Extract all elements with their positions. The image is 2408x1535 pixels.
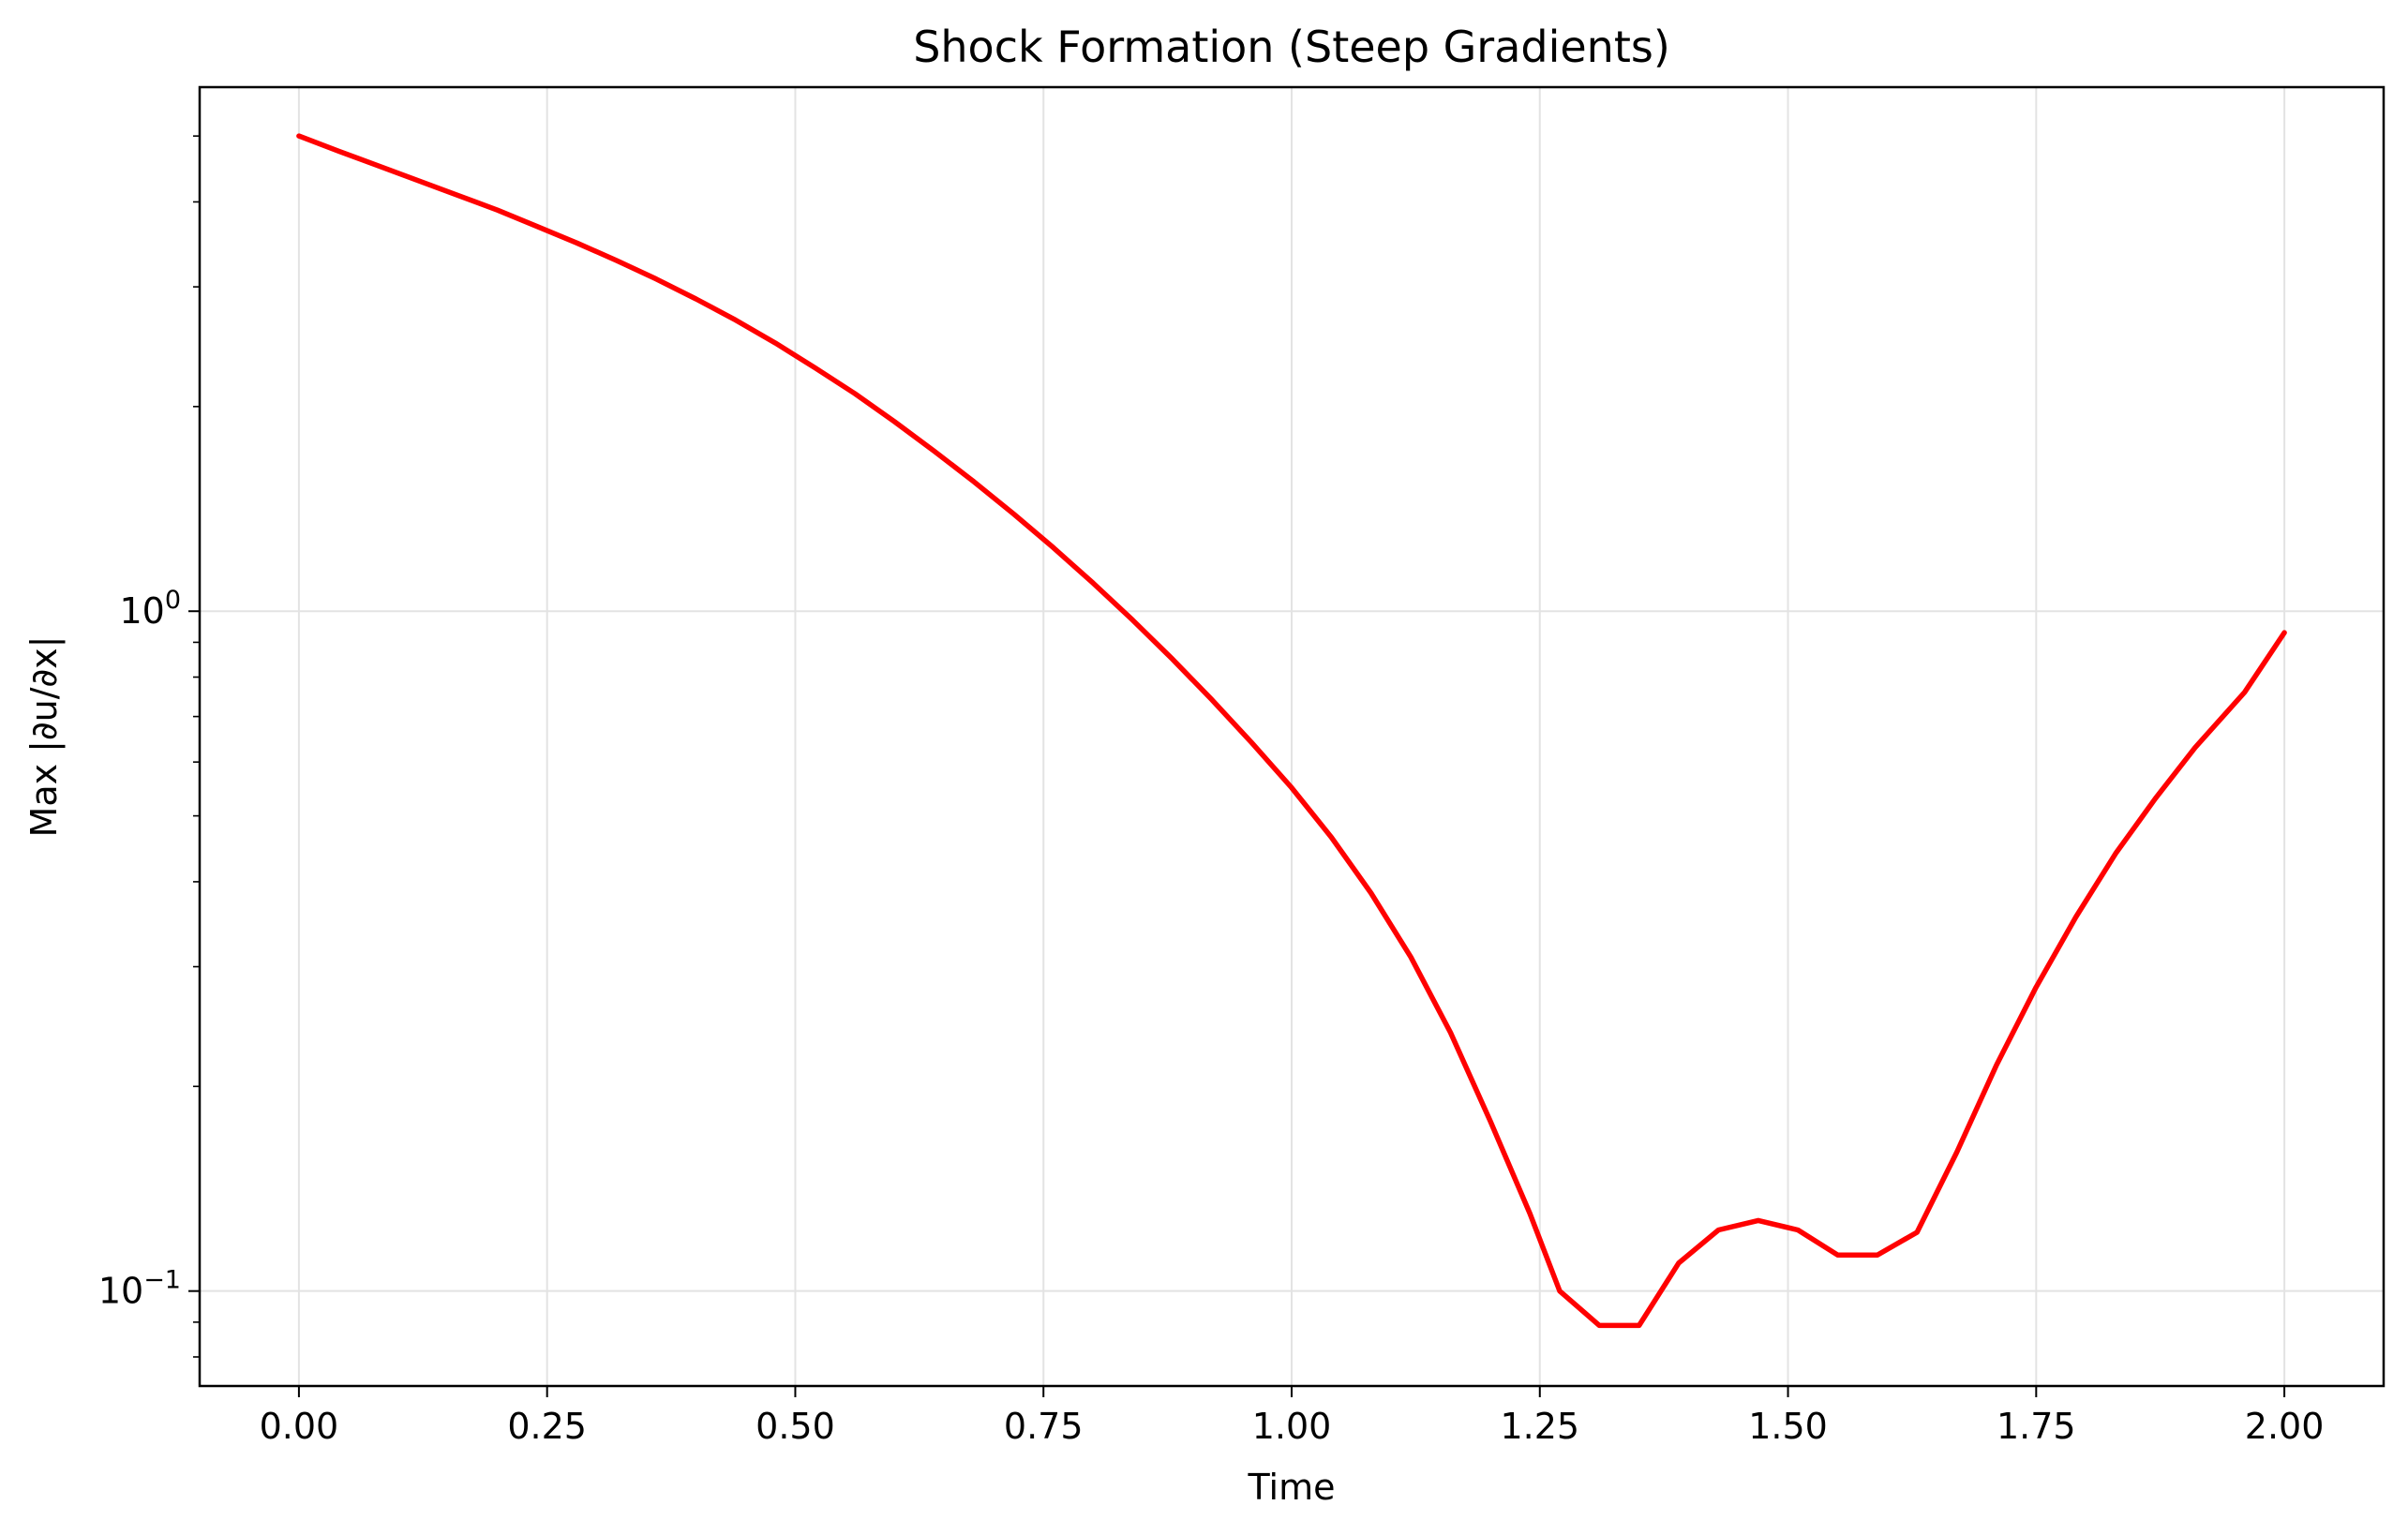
y-axis-label: Max |∂u/∂x| <box>23 636 66 838</box>
x-tick-label: 2.00 <box>2245 1406 2325 1447</box>
x-tick-label: 1.25 <box>1500 1406 1579 1447</box>
y-ticks: 100 10−1 <box>98 135 200 1358</box>
x-tick-label: 0.00 <box>260 1406 339 1447</box>
x-tick-label: 0.25 <box>507 1406 587 1447</box>
grid <box>200 87 2384 1386</box>
x-tick-label: 1.00 <box>1252 1406 1332 1447</box>
x-ticks: 0.00 0.25 0.50 0.75 1.00 1.25 1.50 1.75 2.00 <box>260 1386 2325 1447</box>
x-tick-label: 0.50 <box>755 1406 835 1447</box>
x-tick-label: 0.75 <box>1004 1406 1084 1447</box>
series-layer <box>296 133 2287 1329</box>
y-tick-label: 10−1 <box>98 1266 181 1312</box>
chart-title: Shock Formation (Steep Gradients) <box>913 22 1670 72</box>
y-tick-label: 100 <box>119 586 181 632</box>
series-line <box>296 133 2287 1329</box>
x-tick-label: 1.75 <box>1997 1406 2076 1447</box>
x-tick-label: 1.50 <box>1748 1406 1828 1447</box>
x-axis-label: Time <box>1248 1467 1336 1508</box>
